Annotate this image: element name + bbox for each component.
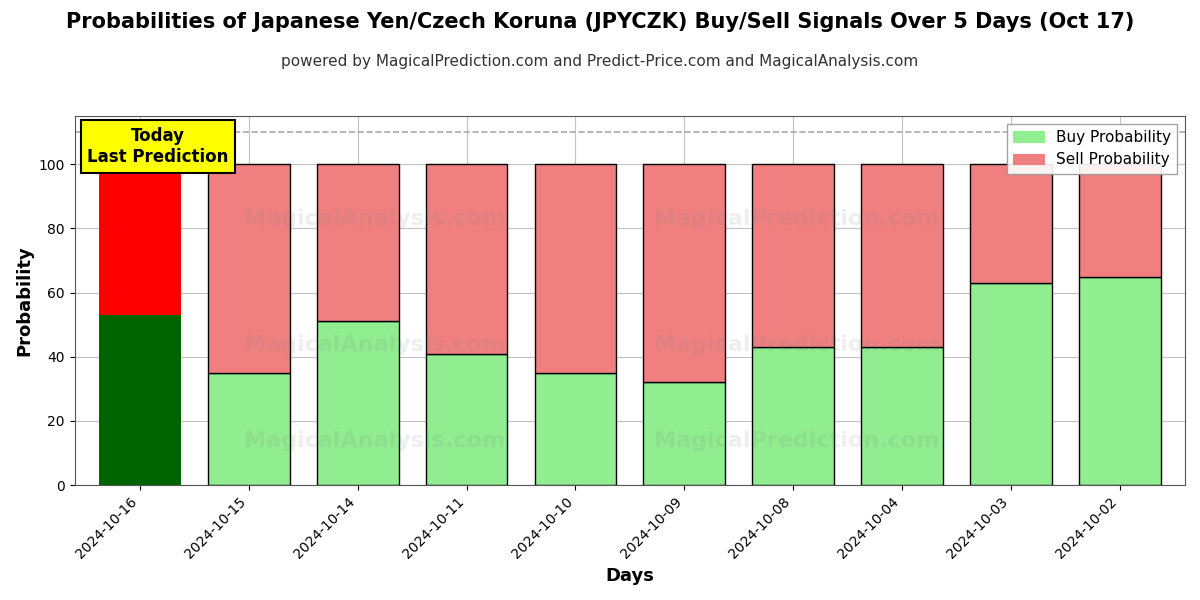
- Bar: [100, 315, 181, 485]
- Bar: [862, 347, 943, 485]
- Bar: [862, 164, 943, 347]
- Text: MagicalAnalysis.com: MagicalAnalysis.com: [244, 209, 505, 229]
- Bar: [752, 164, 834, 347]
- Bar: [317, 164, 398, 322]
- Text: MagicalAnalysis.com: MagicalAnalysis.com: [244, 431, 505, 451]
- Bar: [426, 164, 508, 353]
- X-axis label: Days: Days: [605, 567, 654, 585]
- Text: Probabilities of Japanese Yen/Czech Koruna (JPYCZK) Buy/Sell Signals Over 5 Days: Probabilities of Japanese Yen/Czech Koru…: [66, 12, 1134, 32]
- Bar: [317, 322, 398, 485]
- Text: MagicalPrediction.com: MagicalPrediction.com: [654, 431, 940, 451]
- Bar: [426, 353, 508, 485]
- Bar: [534, 164, 617, 373]
- Bar: [1079, 164, 1160, 277]
- Text: MagicalAnalysis.com: MagicalAnalysis.com: [244, 335, 505, 355]
- Bar: [643, 382, 725, 485]
- Bar: [970, 283, 1051, 485]
- Y-axis label: Probability: Probability: [16, 245, 34, 356]
- Bar: [534, 373, 617, 485]
- Text: MagicalPrediction.com: MagicalPrediction.com: [654, 209, 940, 229]
- Text: MagicalPrediction.com: MagicalPrediction.com: [654, 335, 940, 355]
- Bar: [752, 347, 834, 485]
- Bar: [643, 164, 725, 382]
- Bar: [208, 164, 289, 373]
- Text: powered by MagicalPrediction.com and Predict-Price.com and MagicalAnalysis.com: powered by MagicalPrediction.com and Pre…: [281, 54, 919, 69]
- Bar: [208, 373, 289, 485]
- Legend: Buy Probability, Sell Probability: Buy Probability, Sell Probability: [1007, 124, 1177, 173]
- Bar: [970, 164, 1051, 283]
- Bar: [1079, 277, 1160, 485]
- Bar: [100, 164, 181, 315]
- Text: Today
Last Prediction: Today Last Prediction: [88, 127, 229, 166]
